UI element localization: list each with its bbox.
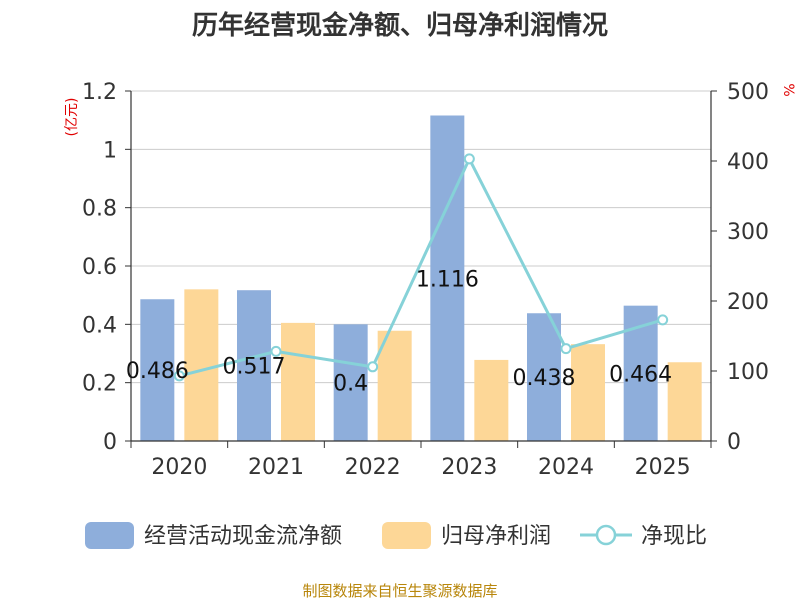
legend[interactable]: 经营活动现金流净额 归母净利润 净现比 [85,522,707,549]
bar-operating-cash-flow [140,299,175,441]
right-tick-label: 100 [727,360,769,385]
ratio-line-path [178,155,664,378]
data-label: 0.438 [513,366,576,391]
data-label: 0.486 [126,359,189,384]
ratio-point [463,153,475,165]
legend-marker-ratio [595,524,617,546]
left-tick-label: 0.6 [82,255,117,280]
x-tick-label: 2023 [441,455,497,480]
left-axis-unit: (亿元) [64,98,80,137]
chart-title: 历年经营现金净额、归母净利润情况 [192,10,608,41]
data-labels: 0.486 0.517 0.4 1.116 0.438 0.464 [126,267,672,396]
bar-operating-cash-flow [527,313,561,441]
legend-item-operating-cash-flow[interactable]: 经营活动现金流净额 [85,522,342,549]
bars [140,115,702,441]
bar-operating-cash-flow [333,324,368,441]
bar-operating-cash-flow [430,115,465,441]
bar-operating-cash-flow [623,305,658,441]
left-tick-label: 0.2 [82,372,117,397]
left-tick-label: 0 [103,430,117,455]
x-tick-label: 2021 [248,455,304,480]
right-tick-label: 0 [727,430,741,455]
ratio-line [173,153,669,382]
legend-swatch-operating-cash-flow [85,522,134,549]
legend-item-net-profit[interactable]: 归母净利润 [382,522,551,549]
left-tick-label: 1.2 [82,80,117,105]
right-tick-label: 300 [727,220,769,245]
bar-net-profit [474,359,509,441]
left-tick-label: 1 [103,138,117,163]
axes: 0 0.2 0.4 0.6 0.8 1 1.2 0 100 200 300 400 500 2020 202… [82,80,769,480]
bar-operating-cash-flow [237,290,271,441]
source-note: 制图数据来自恒生聚源数据库 [302,582,497,600]
legend-label-net-profit: 归母净利润 [441,524,551,549]
data-label: 0.4 [333,372,368,397]
legend-item-ratio[interactable]: 净现比 [580,524,707,549]
ratio-point [657,314,669,326]
legend-swatch-net-profit [382,522,431,549]
data-label: 1.116 [416,267,479,292]
bar-net-profit [377,330,412,441]
ratio-point [173,370,185,382]
left-tick-label: 0.8 [82,197,117,222]
left-tick-label: 0.4 [82,313,117,338]
bar-net-profit [667,362,702,441]
ratio-point [560,343,572,355]
bar-net-profit [571,344,605,441]
x-tick-label: 2020 [151,455,207,480]
x-tick-label: 2022 [345,455,401,480]
data-label: 0.464 [609,362,672,387]
legend-label-operating-cash-flow: 经营活动现金流净额 [144,524,342,549]
bar-net-profit [184,289,219,441]
bar-net-profit [281,322,315,441]
x-tick-label: 2025 [635,455,691,480]
right-tick-label: 200 [727,290,769,315]
right-tick-label: 400 [727,150,769,175]
ratio-point [367,361,379,373]
data-label: 0.517 [223,355,286,380]
ratio-point [270,345,282,357]
legend-label-ratio: 净现比 [641,524,707,549]
x-tick-label: 2024 [538,455,594,480]
right-axis-unit: % [780,83,796,96]
right-tick-label: 500 [727,80,769,105]
